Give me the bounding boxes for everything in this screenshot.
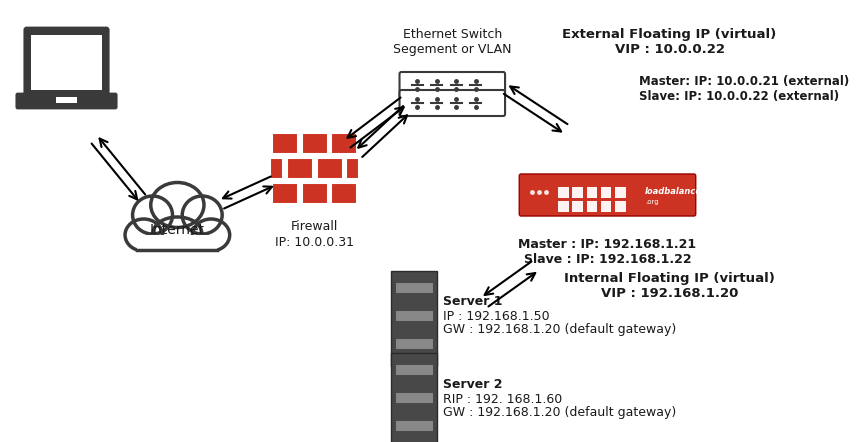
Bar — [391, 271, 437, 366]
Bar — [56, 97, 77, 103]
FancyBboxPatch shape — [16, 94, 116, 108]
Bar — [331, 183, 357, 203]
Text: Server 1: Server 1 — [444, 295, 503, 308]
Bar — [31, 35, 102, 90]
Text: VIP : 192.168.1.20: VIP : 192.168.1.20 — [601, 287, 738, 300]
Bar — [272, 133, 298, 153]
Bar — [346, 157, 359, 179]
Ellipse shape — [151, 183, 204, 228]
Text: Slave : IP: 192.168.1.22: Slave : IP: 192.168.1.22 — [523, 253, 691, 266]
Bar — [395, 392, 432, 403]
Text: Ethernet Switch
Segement or VLAN: Ethernet Switch Segement or VLAN — [393, 27, 511, 56]
FancyBboxPatch shape — [400, 72, 505, 98]
Bar — [302, 133, 328, 153]
Bar — [573, 187, 583, 198]
Bar — [138, 235, 217, 255]
Text: .org: .org — [645, 199, 659, 205]
Text: GW : 192.168.1.20 (default gateway): GW : 192.168.1.20 (default gateway) — [444, 406, 676, 419]
Bar — [601, 201, 612, 212]
Bar — [615, 201, 625, 212]
Text: Slave: IP: 10.0.0.22 (external): Slave: IP: 10.0.0.22 (external) — [638, 90, 839, 103]
Ellipse shape — [132, 196, 172, 234]
Bar — [573, 201, 583, 212]
Text: Master: IP: 10.0.0.21 (external): Master: IP: 10.0.0.21 (external) — [638, 75, 849, 88]
Ellipse shape — [183, 196, 222, 234]
Bar — [615, 187, 625, 198]
Bar — [395, 282, 432, 293]
Bar — [395, 339, 432, 348]
Bar — [395, 310, 432, 320]
Ellipse shape — [192, 219, 230, 251]
Bar — [558, 201, 569, 212]
FancyBboxPatch shape — [400, 90, 505, 116]
Bar — [586, 187, 598, 198]
Bar — [272, 183, 298, 203]
Text: loadbalancer: loadbalancer — [645, 187, 707, 197]
Bar — [601, 187, 612, 198]
Bar — [271, 157, 284, 179]
Bar — [586, 201, 598, 212]
Bar — [391, 353, 437, 442]
Text: IP : 192.168.1.50: IP : 192.168.1.50 — [444, 310, 550, 323]
Text: Master : IP: 192.168.1.21: Master : IP: 192.168.1.21 — [518, 238, 696, 251]
Ellipse shape — [125, 219, 163, 251]
Text: GW : 192.168.1.20 (default gateway): GW : 192.168.1.20 (default gateway) — [444, 323, 676, 336]
Text: Firewall
IP: 10.0.0.31: Firewall IP: 10.0.0.31 — [275, 221, 355, 248]
Text: Internet: Internet — [150, 223, 205, 237]
Bar — [287, 157, 313, 179]
Text: External Floating IP (virtual): External Floating IP (virtual) — [562, 28, 777, 41]
Ellipse shape — [153, 217, 202, 249]
Bar — [558, 187, 569, 198]
Bar — [331, 133, 357, 153]
Text: Internal Floating IP (virtual): Internal Floating IP (virtual) — [564, 272, 775, 285]
FancyBboxPatch shape — [519, 174, 695, 216]
Bar — [395, 365, 432, 374]
Bar — [302, 183, 328, 203]
FancyBboxPatch shape — [25, 28, 108, 97]
Text: RIP : 192. 168.1.60: RIP : 192. 168.1.60 — [444, 393, 562, 406]
Bar — [395, 420, 432, 431]
Bar — [317, 157, 343, 179]
Text: Server 2: Server 2 — [444, 378, 503, 391]
Text: VIP : 10.0.0.22: VIP : 10.0.0.22 — [614, 43, 725, 56]
